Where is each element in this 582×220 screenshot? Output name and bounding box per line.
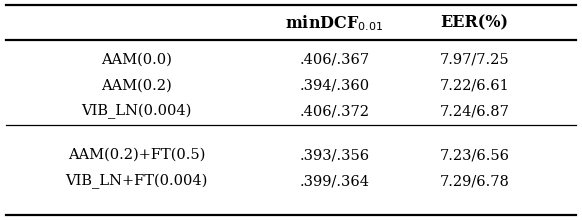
Text: 7.22/6.61: 7.22/6.61 xyxy=(439,78,509,92)
Text: EER(%): EER(%) xyxy=(441,15,508,32)
Text: 7.24/6.87: 7.24/6.87 xyxy=(439,104,509,118)
Text: .406/.372: .406/.372 xyxy=(300,104,370,118)
Text: AAM(0.2)+FT(0.5): AAM(0.2)+FT(0.5) xyxy=(68,148,205,162)
Text: .393/.356: .393/.356 xyxy=(300,148,370,162)
Text: VIB_LN+FT(0.004): VIB_LN+FT(0.004) xyxy=(66,173,208,189)
Text: 7.97/7.25: 7.97/7.25 xyxy=(439,52,509,66)
Text: AAM(0.0): AAM(0.0) xyxy=(101,52,172,66)
Text: .394/.360: .394/.360 xyxy=(300,78,370,92)
Text: AAM(0.2): AAM(0.2) xyxy=(101,78,172,92)
Text: .406/.367: .406/.367 xyxy=(300,52,370,66)
Text: 7.23/6.56: 7.23/6.56 xyxy=(439,148,509,162)
Text: 7.29/6.78: 7.29/6.78 xyxy=(439,174,509,188)
Text: .399/.364: .399/.364 xyxy=(300,174,370,188)
Text: minDCF$_{0.01}$: minDCF$_{0.01}$ xyxy=(285,13,384,33)
Text: VIB_LN(0.004): VIB_LN(0.004) xyxy=(81,104,192,119)
